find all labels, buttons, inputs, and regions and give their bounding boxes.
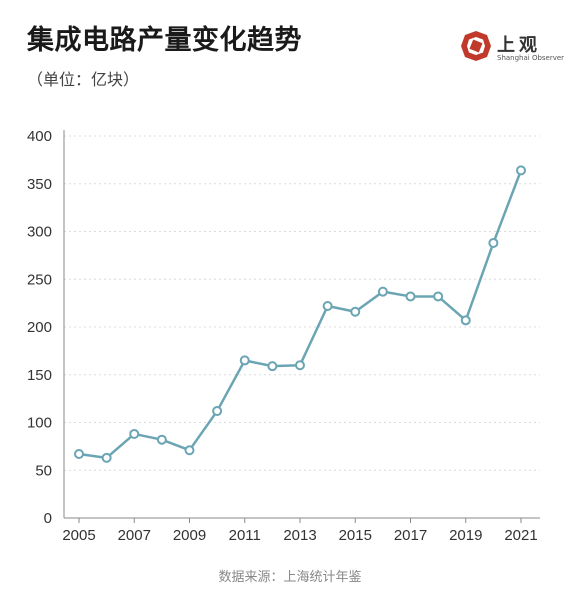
y-tick-label-200: 200 [27, 319, 52, 336]
x-tick-label-2019: 2019 [449, 527, 482, 544]
y-tick-label-350: 350 [27, 176, 52, 193]
logo-name: 上观 [497, 35, 541, 56]
y-tick-label-50: 50 [35, 462, 52, 479]
y-axis-ticks: 0 50 100 150 200 250 300 350 400 [27, 128, 52, 527]
x-tick-label-2015: 2015 [339, 527, 372, 544]
data-point-2013 [295, 360, 305, 371]
x-tick-label-2007: 2007 [118, 527, 151, 544]
x-tick-label-2005: 2005 [62, 527, 95, 544]
data-point-2019 [460, 315, 471, 326]
data-point-2009 [184, 445, 195, 456]
y-tick-label-250: 250 [27, 271, 52, 288]
chart-title: 集成电路产量变化趋势 [27, 25, 302, 56]
data-point-2016 [377, 286, 388, 297]
logo-mark-icon [461, 31, 491, 61]
data-point-2005 [74, 449, 84, 460]
y-tick-label-300: 300 [27, 224, 52, 241]
data-point-2008 [156, 434, 167, 445]
x-tick-label-2013: 2013 [283, 527, 316, 544]
x-tick-label-2011: 2011 [229, 527, 261, 544]
data-point-2018 [433, 291, 444, 302]
logo-english-name: Shanghai Observer [497, 54, 565, 62]
data-point-2017 [405, 291, 416, 302]
shanghai-observer-logo: 上观 Shanghai Observer [460, 30, 564, 70]
data-point-2021 [516, 165, 526, 176]
data-point-2012 [267, 361, 278, 372]
x-axis-ticks: 2005 2007 2009 2011 2013 2015 2017 2019 2021 [62, 518, 538, 544]
axes [63, 130, 540, 519]
data-point-2011 [239, 355, 250, 366]
data-point-2020 [488, 237, 499, 248]
data-source: 数据来源：上海统计年鉴 [218, 570, 362, 585]
y-tick-label-400: 400 [27, 128, 52, 145]
x-tick-label-2021: 2021 [504, 527, 537, 544]
x-tick-label-2009: 2009 [173, 527, 206, 544]
chart-unit: （单位：亿块） [27, 70, 140, 89]
series-group [74, 165, 526, 463]
grid-lines [64, 135, 540, 471]
y-tick-label-100: 100 [27, 415, 52, 432]
y-tick-label-150: 150 [27, 367, 52, 384]
data-point-2010 [212, 406, 223, 417]
x-tick-label-2017: 2017 [394, 527, 427, 544]
data-point-2007 [129, 428, 140, 439]
y-tick-label-0: 0 [44, 510, 52, 527]
series-line [78, 169, 523, 460]
data-point-2015 [350, 306, 361, 317]
data-point-2006 [101, 452, 112, 463]
data-point-2014 [322, 300, 333, 311]
